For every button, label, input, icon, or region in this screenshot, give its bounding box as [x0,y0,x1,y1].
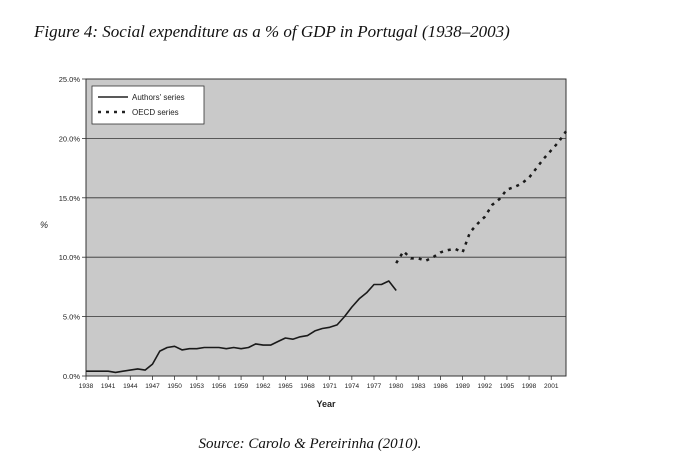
x-tick-label-5: 1953 [190,383,205,390]
y-tick-label-3: 15.0% [59,194,81,203]
x-tick-label-8: 1962 [256,383,271,390]
x-tick-label-15: 1983 [411,383,426,390]
x-tick-label-13: 1977 [367,383,382,390]
x-tick-label-9: 1965 [278,383,293,390]
y-tick-label-1: 5.0% [63,313,80,322]
x-tick-label-21: 2001 [544,383,559,390]
x-tick-label-10: 1968 [300,383,315,390]
x-tick-label-12: 1974 [345,383,360,390]
x-tick-label-3: 1947 [145,383,160,390]
figure-title: Figure 4: Social expenditure as a % of G… [34,22,510,41]
legend-oecd-label: OECD series [132,108,179,117]
series-line-authors [86,280,397,374]
x-tick-label-6: 1956 [212,383,227,390]
x-tick-label-7: 1959 [234,383,249,390]
gridlines [86,137,566,318]
y-tick-label-2: 10.0% [59,253,81,262]
x-tick-label-20: 1998 [522,383,537,390]
x-axis: 1938 1941 1944 1947 1950 1953 1956 1959 1962 1965… [79,376,559,390]
legend: Authors' series OECD series [91,85,205,125]
series-lines [86,130,568,374]
x-tick-label-11: 1971 [322,383,337,390]
legend-authors-label: Authors' series [132,93,185,102]
x-tick-label-14: 1980 [389,383,404,390]
y-tick-label-0: 0.0% [63,372,80,381]
legend-box [91,85,205,125]
plot-area [85,78,567,377]
y-axis-label: % [40,220,48,230]
x-tick-label-19: 1995 [500,383,515,390]
x-tick-label-1: 1941 [101,383,116,390]
x-tick-label-16: 1986 [433,383,448,390]
y-tick-label-4: 20.0% [59,134,81,143]
y-axis: 0.0% 5.0% 10.0% 15.0% 20.0% 25.0% [59,75,86,381]
figure-source: Source: Carolo & Pereirinha (2010). [198,436,422,452]
x-tick-label-4: 1950 [167,383,182,390]
x-tick-label-18: 1992 [478,383,493,390]
x-tick-label-2: 1944 [123,383,138,390]
x-tick-label-0: 1938 [79,383,94,390]
y-tick-label-5: 25.0% [59,75,81,84]
x-axis-label: Year [316,399,336,409]
x-tick-label-17: 1989 [455,383,470,390]
